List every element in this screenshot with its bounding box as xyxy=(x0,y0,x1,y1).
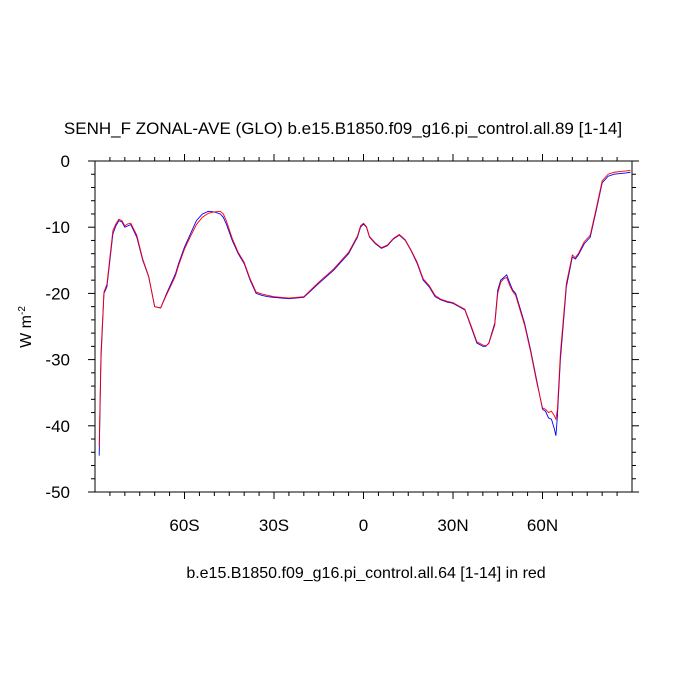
y-axis-label: W m-2 xyxy=(17,306,35,348)
series-line-0 xyxy=(98,171,631,456)
x-tick-label: 60N xyxy=(527,516,558,535)
chart-title: SENH_F ZONAL-AVE (GLO) b.e15.B1850.f09_g… xyxy=(64,119,622,138)
chart-subtitle: b.e15.B1850.f09_g16.pi_control.all.64 [1… xyxy=(186,565,545,582)
x-tick-label: 30S xyxy=(259,516,289,535)
x-tick-label: 0 xyxy=(359,516,368,535)
y-axis-label-text: W m xyxy=(18,315,35,348)
y-tick-label: -30 xyxy=(45,351,70,370)
y-tick-label: -50 xyxy=(45,483,70,502)
plot-layer xyxy=(98,169,631,456)
x-tick-label: 30N xyxy=(437,516,468,535)
y-tick-label: -10 xyxy=(45,218,70,237)
x-tick-label: 60S xyxy=(169,516,199,535)
y-axis-label-superscript: -2 xyxy=(17,306,28,315)
y-tick-label: -40 xyxy=(45,417,70,436)
series-line-1 xyxy=(98,169,631,446)
plot-frame xyxy=(94,160,633,493)
axes-layer: 60S 30S 0 30N 60N 0 -10 -20 -30 -40 -50 xyxy=(45,152,639,535)
y-tick-label: -20 xyxy=(45,284,70,303)
y-tick-label: 0 xyxy=(61,152,70,171)
